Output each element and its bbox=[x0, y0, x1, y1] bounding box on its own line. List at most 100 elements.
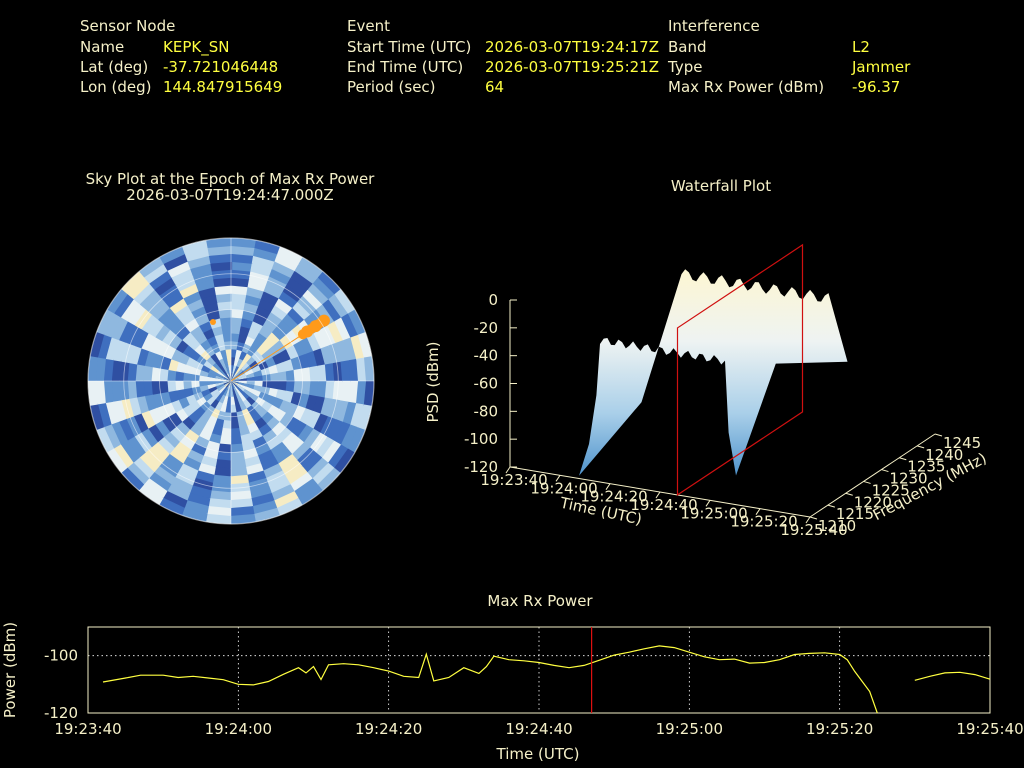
sky-cell bbox=[225, 381, 231, 389]
sky-cell bbox=[195, 278, 216, 292]
sky-cell bbox=[218, 386, 226, 394]
sky-cell bbox=[128, 396, 142, 417]
waterfall-psd-tick-label: -80 bbox=[474, 402, 499, 420]
sky-cell bbox=[233, 387, 240, 397]
sky-cell bbox=[256, 406, 268, 419]
sky-cell bbox=[211, 325, 224, 337]
power-plot-title: Max Rx Power bbox=[487, 592, 593, 610]
waterfall-psd-tick-label: -40 bbox=[474, 347, 499, 365]
sky-cell bbox=[166, 483, 191, 502]
sky-cell bbox=[262, 463, 283, 479]
sky-cell bbox=[252, 313, 268, 327]
waterfall-time-tick-label: 19:24:00 bbox=[530, 479, 597, 497]
sky-cell bbox=[244, 386, 254, 394]
sky-cell bbox=[163, 402, 176, 418]
sky-cell bbox=[206, 376, 216, 381]
sky-cell bbox=[194, 343, 206, 356]
sky-cell bbox=[194, 332, 208, 345]
sky-cell bbox=[103, 357, 114, 381]
power-y-tick-label: -100 bbox=[44, 647, 78, 665]
sky-cell bbox=[236, 386, 244, 394]
sky-cell bbox=[150, 366, 161, 381]
sky-cell bbox=[301, 381, 312, 396]
sky-cell bbox=[168, 412, 183, 428]
sky-cell bbox=[198, 286, 217, 299]
sky-cell bbox=[327, 321, 344, 345]
sky-cell bbox=[234, 403, 243, 413]
sky-cell bbox=[231, 253, 255, 264]
sky-cell bbox=[184, 429, 200, 444]
sky-cell bbox=[206, 383, 217, 390]
waterfall-time-tick-label: 19:25:20 bbox=[730, 513, 797, 531]
sky-cell bbox=[285, 416, 301, 434]
sky-cell bbox=[263, 283, 284, 299]
sensor-heading: Sensor Node bbox=[80, 17, 176, 35]
sky-cell bbox=[270, 381, 280, 390]
sky-cell bbox=[317, 270, 342, 296]
sky-cell bbox=[190, 442, 207, 457]
sky-cell bbox=[169, 319, 186, 336]
waterfall-psd-tick-label: -60 bbox=[474, 375, 499, 393]
waterfall-psd-tick-label: 0 bbox=[488, 291, 498, 309]
sky-cell bbox=[273, 339, 287, 354]
sky-cell bbox=[229, 498, 254, 509]
sky-cell bbox=[285, 369, 296, 382]
power-x-tick-label: 19:23:40 bbox=[54, 720, 121, 738]
sky-cell bbox=[236, 394, 244, 405]
sky-cell bbox=[273, 491, 299, 509]
sky-cell bbox=[226, 396, 231, 406]
sky-cell bbox=[293, 368, 304, 382]
sky-cell bbox=[312, 277, 336, 301]
power-series-line-1 bbox=[914, 671, 991, 681]
sky-cell bbox=[262, 429, 278, 444]
sky-cell bbox=[235, 349, 243, 359]
power-x-tick-label: 19:24:00 bbox=[205, 720, 272, 738]
sky-cell bbox=[301, 367, 312, 382]
sky-cell bbox=[357, 331, 373, 359]
sky-cell bbox=[257, 449, 275, 464]
sky-cell bbox=[253, 507, 281, 523]
sky-cell bbox=[143, 364, 153, 381]
sky-cell bbox=[291, 420, 308, 439]
sky-cell bbox=[97, 333, 112, 359]
sky-cell bbox=[223, 381, 231, 387]
sky-cell bbox=[204, 513, 231, 524]
sky-cell bbox=[246, 376, 256, 382]
sky-cell bbox=[340, 381, 351, 403]
sky-cell bbox=[103, 312, 122, 338]
sky-cell bbox=[226, 381, 231, 390]
power-x-tick-label: 19:25:20 bbox=[806, 720, 873, 738]
sky-cell bbox=[231, 324, 242, 335]
waterfall-time-tick bbox=[555, 475, 561, 482]
sky-cell bbox=[162, 490, 188, 509]
sky-cell bbox=[281, 432, 299, 449]
sky-cell bbox=[135, 380, 145, 398]
sky-cell bbox=[194, 313, 210, 326]
sky-cell bbox=[246, 381, 256, 386]
sky-cell bbox=[241, 391, 250, 400]
sky-cell bbox=[148, 407, 163, 425]
sky-cell bbox=[277, 381, 288, 392]
sky-cell bbox=[163, 253, 189, 271]
sky-cell bbox=[237, 372, 247, 379]
sky-cell bbox=[226, 356, 232, 366]
sky-cell bbox=[231, 381, 240, 386]
sky-cell bbox=[170, 348, 184, 362]
sky-cell bbox=[270, 304, 289, 321]
sky-cell bbox=[147, 318, 165, 338]
sky-cell bbox=[222, 420, 231, 430]
sky-cell bbox=[214, 285, 232, 295]
sky-cell bbox=[231, 245, 256, 257]
sky-cell bbox=[88, 379, 98, 406]
sky-cell bbox=[254, 417, 268, 430]
sky-cell bbox=[184, 318, 200, 333]
waterfall-time-tick bbox=[805, 516, 811, 524]
sky-cell bbox=[276, 426, 293, 443]
sky-cell bbox=[239, 325, 251, 337]
interference-type-label: Type bbox=[668, 58, 703, 76]
sky-cell bbox=[250, 320, 264, 334]
sky-cell bbox=[182, 456, 202, 472]
sky-cell bbox=[267, 344, 280, 358]
sky-cell bbox=[222, 395, 229, 406]
